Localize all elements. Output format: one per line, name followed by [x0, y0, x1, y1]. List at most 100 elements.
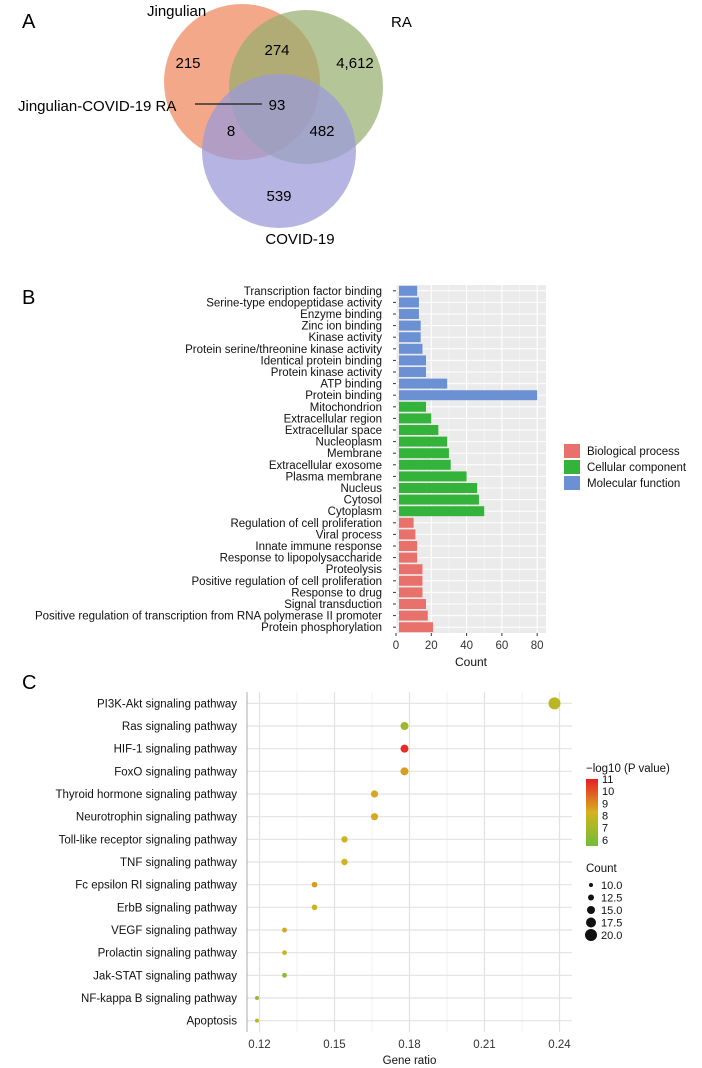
bar [399, 599, 426, 609]
bar-category-label: Proteolysis [326, 564, 382, 576]
bubble-category-label: PI3K-Akt signaling pathway [97, 698, 237, 710]
bar-category-label: Extracellular region [284, 413, 382, 425]
venn-region-value: 215 [175, 55, 200, 72]
bar [399, 471, 467, 482]
bar-category-label: Signal transduction [284, 599, 382, 611]
bar-category-label: Viral process [316, 529, 383, 541]
bubble-x-axis-title: Gene ratio [383, 1055, 437, 1067]
bubble-x-tick-label: 0.18 [398, 1039, 420, 1051]
bar-category-label: Protein kinase activity [271, 367, 382, 379]
bar [399, 378, 448, 389]
bubble-category-label: Prolactin signaling pathway [98, 948, 238, 960]
bubble-category-label: NF-kappa B signaling pathway [81, 993, 237, 1005]
bar [399, 320, 421, 331]
bar-category-label: Extracellular exosome [269, 460, 382, 472]
kegg-bubble-chart: PI3K-Akt signaling pathway Ras signaling … [55, 692, 670, 1067]
bar [399, 541, 418, 551]
color-legend-bar [586, 779, 598, 846]
bar-plot-background [396, 285, 546, 633]
bar-legend-label: Cellular component [587, 462, 687, 474]
bubble-x-tick-label: 0.24 [548, 1039, 571, 1051]
bar [399, 622, 434, 633]
bubble-point [311, 881, 318, 888]
bar-category-label: Cytosol [344, 495, 382, 507]
size-legend-circle [587, 906, 595, 914]
bar [399, 285, 418, 296]
bubble-category-label: TNF signaling pathway [120, 857, 237, 869]
panel-label-a: A [22, 11, 36, 33]
bubble-point [255, 1018, 259, 1023]
venn-annotation: Jingulian-COVID-19 RA [18, 98, 176, 115]
bar [399, 401, 426, 412]
venn-region-value: 482 [309, 123, 334, 140]
panel-label-b: B [22, 287, 35, 309]
bubble-category-label: FoxO signaling pathway [114, 766, 237, 778]
bar-category-label: Cytoplasm [328, 506, 382, 518]
bar [399, 483, 478, 493]
bar-x-tick-label: 60 [495, 640, 508, 652]
bar-category-label: Regulation of cell proliferation [230, 518, 382, 530]
bar [399, 587, 423, 598]
bubble-category-label: VEGF signaling pathway [111, 925, 237, 937]
bubble-x-tick-label: 0.15 [323, 1039, 345, 1051]
size-legend-label: 17.5 [601, 918, 622, 930]
bar [399, 517, 414, 528]
venn-set-label-ra: RA [391, 14, 412, 31]
bar-category-label: Plasma membrane [285, 471, 382, 483]
panel-label-c: C [22, 672, 36, 694]
bar-category-label: Extracellular space [285, 425, 382, 437]
bar-category-label: Nucleus [340, 483, 382, 495]
bar-category-label: Protein binding [305, 390, 382, 402]
bar [399, 413, 432, 424]
size-legend-label: 15.0 [601, 905, 622, 917]
size-legend-label: 12.5 [601, 893, 622, 905]
size-legend-label: 20.0 [601, 930, 622, 942]
bubble-point [548, 697, 561, 710]
bubble-x-tick-label: 0.21 [473, 1039, 495, 1051]
bar-category-label: Response to lipopolysaccharide [220, 553, 382, 565]
bubble-point [255, 996, 259, 1000]
bar [399, 506, 485, 517]
bar [399, 343, 423, 354]
bubble-point [370, 790, 379, 798]
bar-x-tick-label: 40 [460, 640, 473, 652]
bubble-point [400, 744, 409, 753]
bar-legend-label: Biological process [587, 446, 680, 458]
bar [399, 552, 418, 563]
go-bar-chart: Transcription factor bindingSerine-type … [35, 285, 687, 669]
bubble-category-label: Jak-STAT signaling pathway [93, 970, 237, 982]
bubble-category-label: ErbB signaling pathway [117, 902, 237, 914]
bubble-point [311, 904, 318, 911]
bar [399, 367, 426, 377]
bubble-point [282, 927, 287, 933]
size-legend-label: 10.0 [601, 880, 622, 892]
venn-region-value: 539 [266, 188, 291, 205]
bar-category-label: Kinase activity [308, 332, 382, 344]
size-legend-circle [588, 894, 594, 901]
color-legend-title: −log10 (P value) [586, 763, 670, 775]
bar-x-tick-label: 20 [425, 640, 438, 652]
bubble-category-label: Toll-like receptor signaling pathway [59, 834, 238, 846]
color-legend-tick-label: 11 [602, 774, 613, 786]
bar [399, 459, 451, 470]
color-legend-tick-label: 8 [602, 811, 608, 823]
bar-category-label: Innate immune response [255, 541, 382, 553]
bar [399, 297, 419, 308]
bubble-point [341, 836, 348, 843]
bar [399, 448, 449, 459]
bar-x-axis-title: Count [455, 655, 488, 669]
venn-region-value: 93 [269, 97, 286, 114]
color-legend-tick-label: 7 [602, 823, 608, 835]
bar [399, 436, 448, 447]
bubble-point [282, 972, 287, 978]
bubble-category-label: Fc epsilon RI signaling pathway [75, 880, 237, 892]
color-legend-tick-label: 9 [602, 798, 608, 810]
bar-category-label: Positive regulation of transcription fro… [35, 611, 382, 623]
bubble-category-label: HIF-1 signaling pathway [114, 744, 238, 756]
bubble-point [282, 950, 287, 956]
bubble-point [370, 813, 379, 821]
bar [399, 332, 421, 343]
bar-category-label: Nucleoplasm [316, 437, 382, 449]
bubble-category-label: Ras signaling pathway [122, 721, 237, 733]
